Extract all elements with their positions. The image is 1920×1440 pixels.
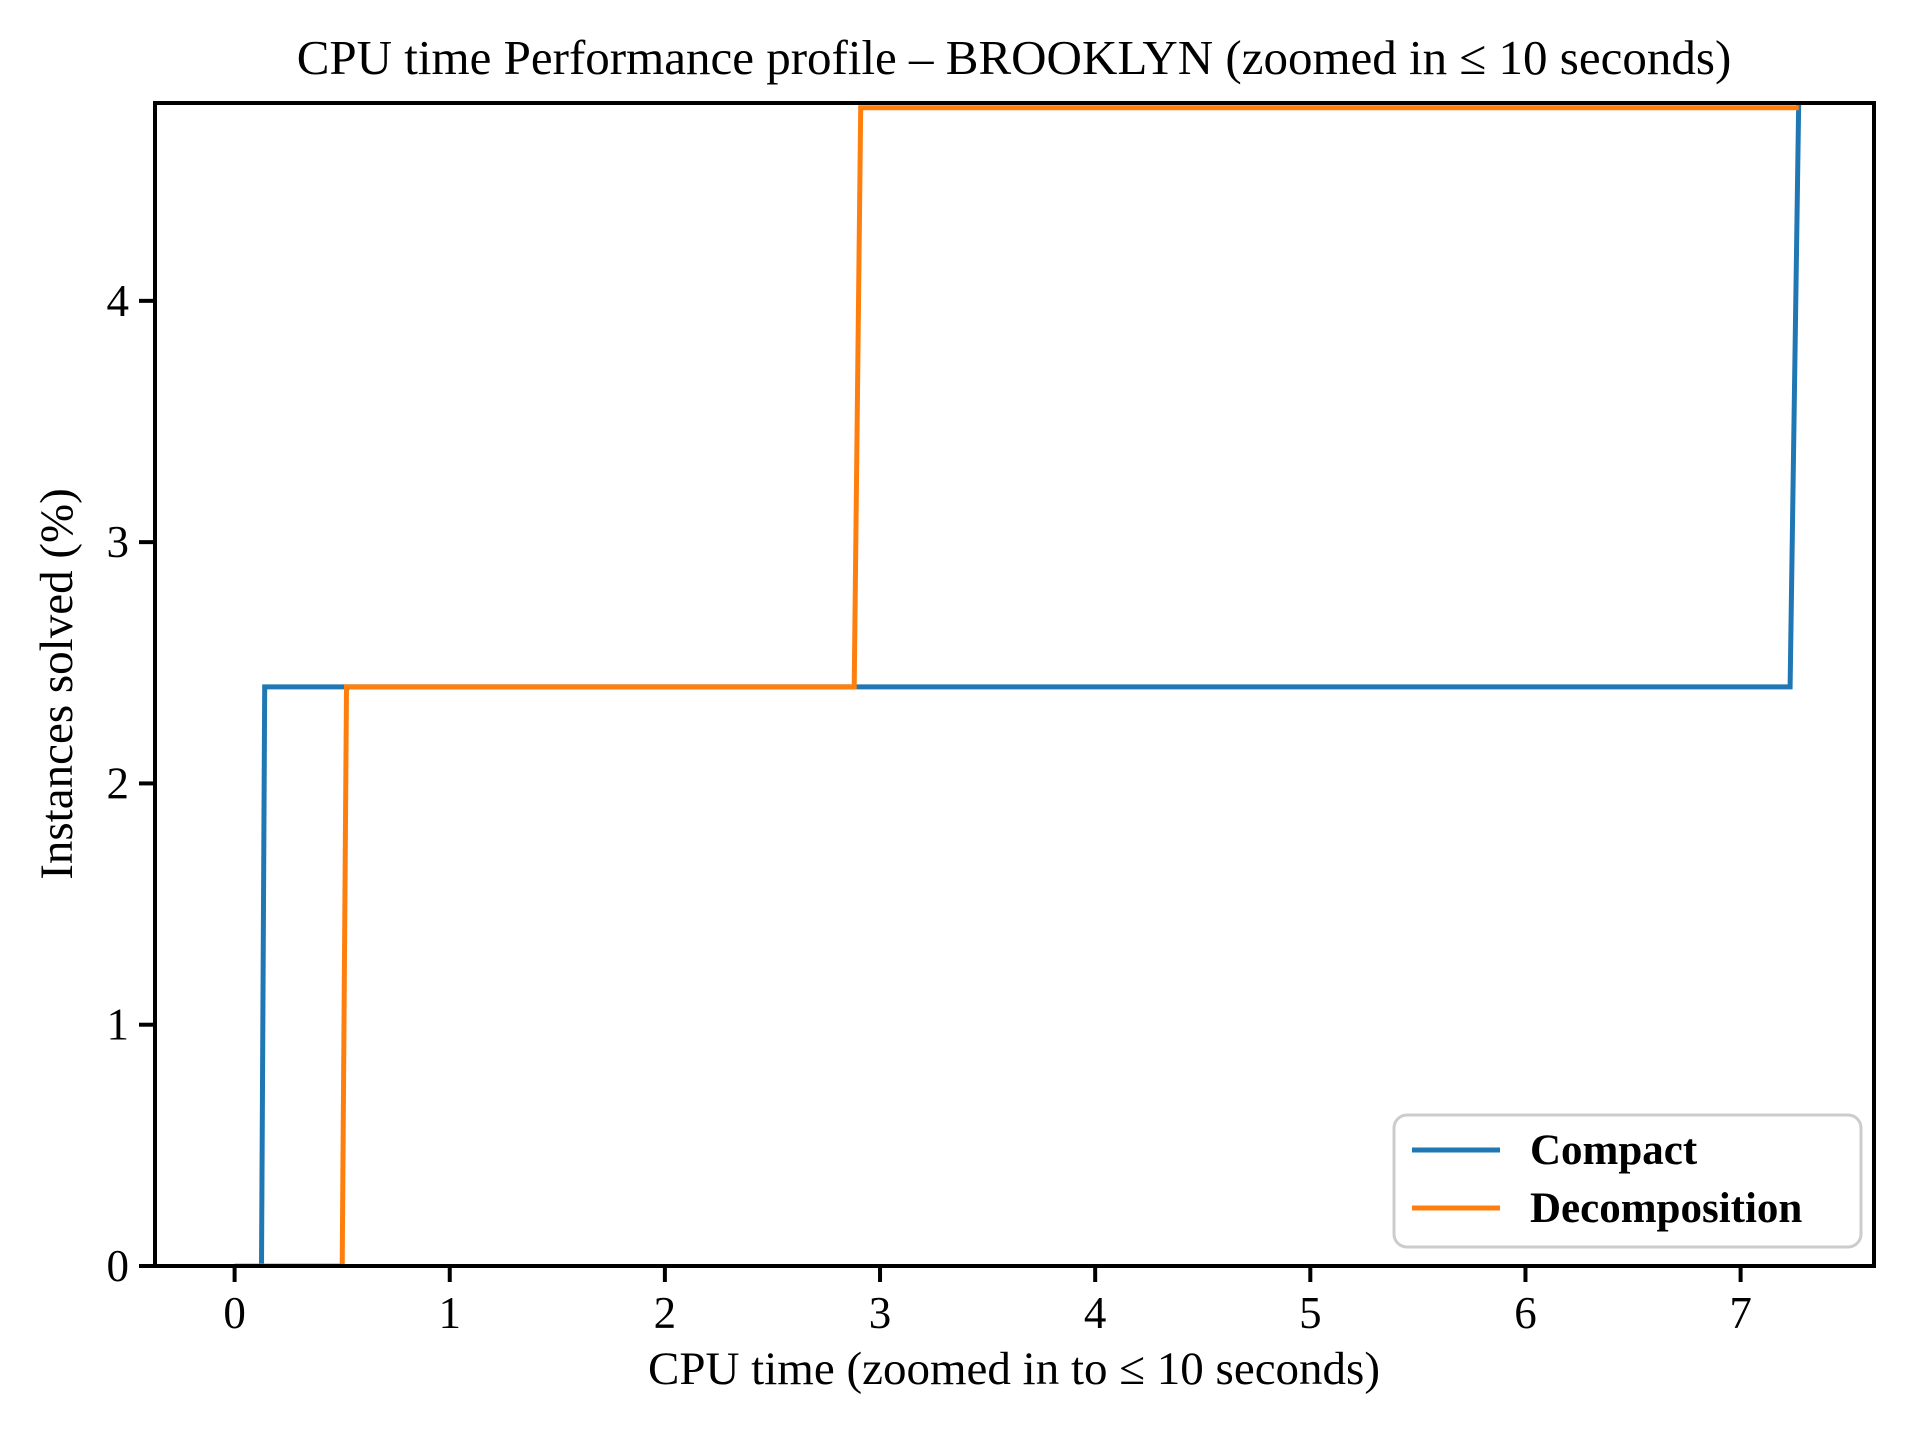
x-tick-label-7: 7 xyxy=(1729,1288,1752,1338)
x-tick-label-6: 6 xyxy=(1514,1288,1537,1338)
x-axis-label: CPU time (zoomed in to ≤ 10 seconds) xyxy=(648,1343,1380,1395)
x-tick-label-4: 4 xyxy=(1084,1288,1107,1338)
x-tick-label-0: 0 xyxy=(223,1288,246,1338)
x-tick-label-1: 1 xyxy=(438,1288,461,1338)
chart-title: CPU time Performance profile – BROOKLYN … xyxy=(297,30,1732,85)
x-tick-label-5: 5 xyxy=(1299,1288,1322,1338)
x-axis-ticks: 0 1 2 3 4 5 6 7 xyxy=(223,1266,1752,1338)
y-axis-label: Instances solved (%) xyxy=(31,488,83,880)
legend-label-compact: Compact xyxy=(1530,1127,1698,1174)
legend: Compact Decomposition xyxy=(1392,1113,1863,1249)
y-tick-label-0: 0 xyxy=(107,1241,130,1291)
y-tick-label-4: 4 xyxy=(107,276,130,326)
plot-area-border xyxy=(153,101,1876,1268)
series-line-compact xyxy=(259,103,1802,1266)
legend-box xyxy=(1392,1113,1863,1249)
series-line-decomposition xyxy=(234,105,1799,1266)
y-tick-label-3: 3 xyxy=(107,517,130,567)
y-tick-label-1: 1 xyxy=(107,1000,130,1050)
x-tick-label-2: 2 xyxy=(654,1288,677,1338)
data-series xyxy=(234,103,1802,1266)
y-tick-label-2: 2 xyxy=(107,758,130,808)
x-tick-label-3: 3 xyxy=(869,1288,892,1338)
legend-label-decomposition: Decomposition xyxy=(1530,1185,1802,1232)
y-axis-ticks: 0 1 2 3 4 xyxy=(107,276,155,1291)
